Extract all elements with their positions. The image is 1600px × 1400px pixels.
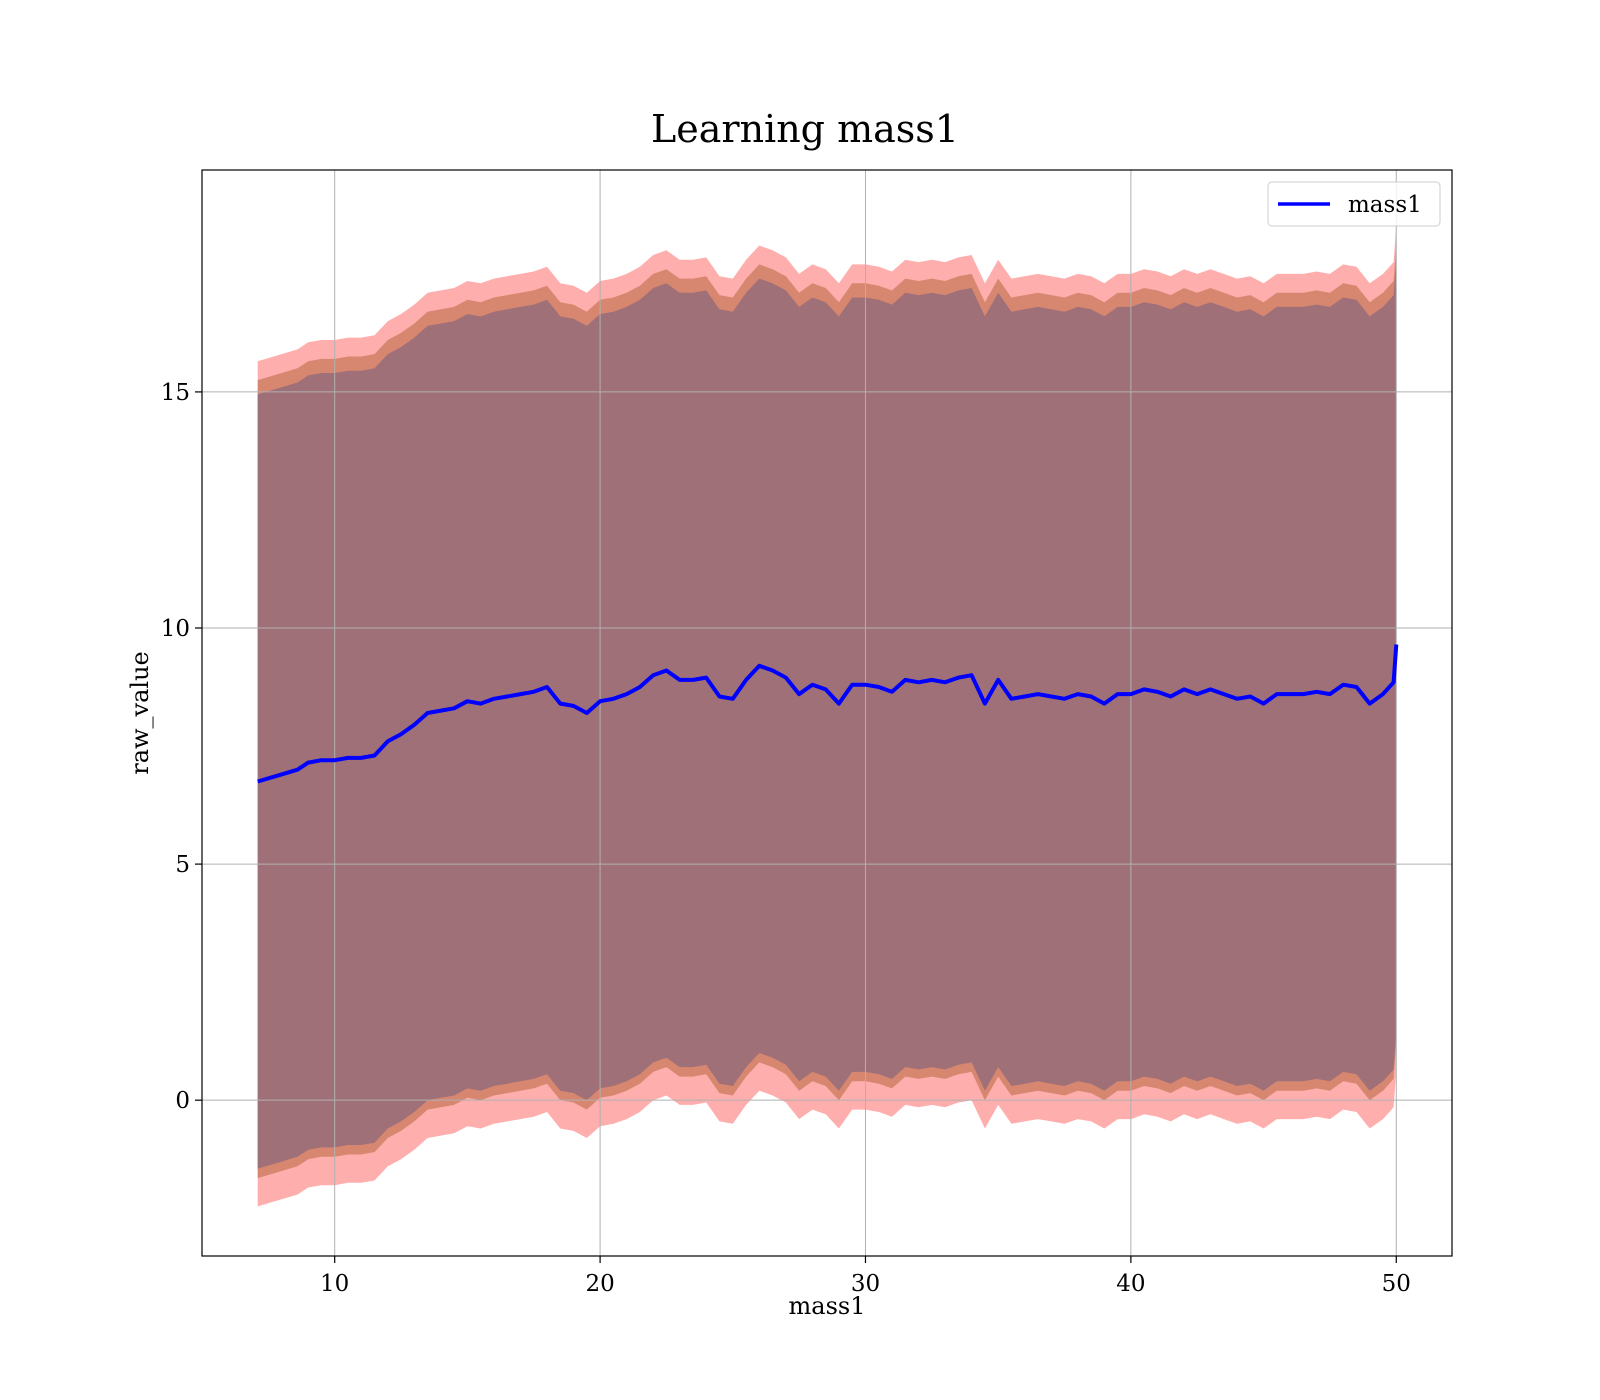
uncertainty-bands <box>257 224 1397 1207</box>
series-line-mass1 <box>257 644 1399 784</box>
y-tick-label: 5 <box>175 852 190 878</box>
y-tick-label: 15 <box>161 380 190 406</box>
grid-lines <box>202 170 1452 1256</box>
y-tick-label: 0 <box>175 1088 190 1114</box>
x-tick-label: 20 <box>585 1271 614 1297</box>
series-line-group <box>257 644 1399 784</box>
uncertainty-band-3 <box>257 257 1397 1169</box>
plot-frame <box>201 169 1453 1257</box>
x-tick-label: 40 <box>1116 1271 1145 1297</box>
x-tick-label: 50 <box>1382 1271 1411 1297</box>
x-tick-label: 10 <box>320 1271 349 1297</box>
x-tick-label: 30 <box>851 1271 880 1297</box>
x-axis-ticks: 10 20 30 40 50 <box>320 1256 1411 1297</box>
y-axis-ticks: 0 5 10 15 <box>161 380 202 1114</box>
x-axis-label: mass1 <box>789 1292 866 1320</box>
legend: mass1 <box>1267 181 1441 227</box>
legend-box <box>1267 181 1441 227</box>
y-tick-label: 10 <box>161 616 190 642</box>
legend-entry-mass1: mass1 <box>1348 192 1422 218</box>
chart-title: Learning mass1 <box>651 107 959 151</box>
y-axis-label: raw_value <box>126 651 154 775</box>
